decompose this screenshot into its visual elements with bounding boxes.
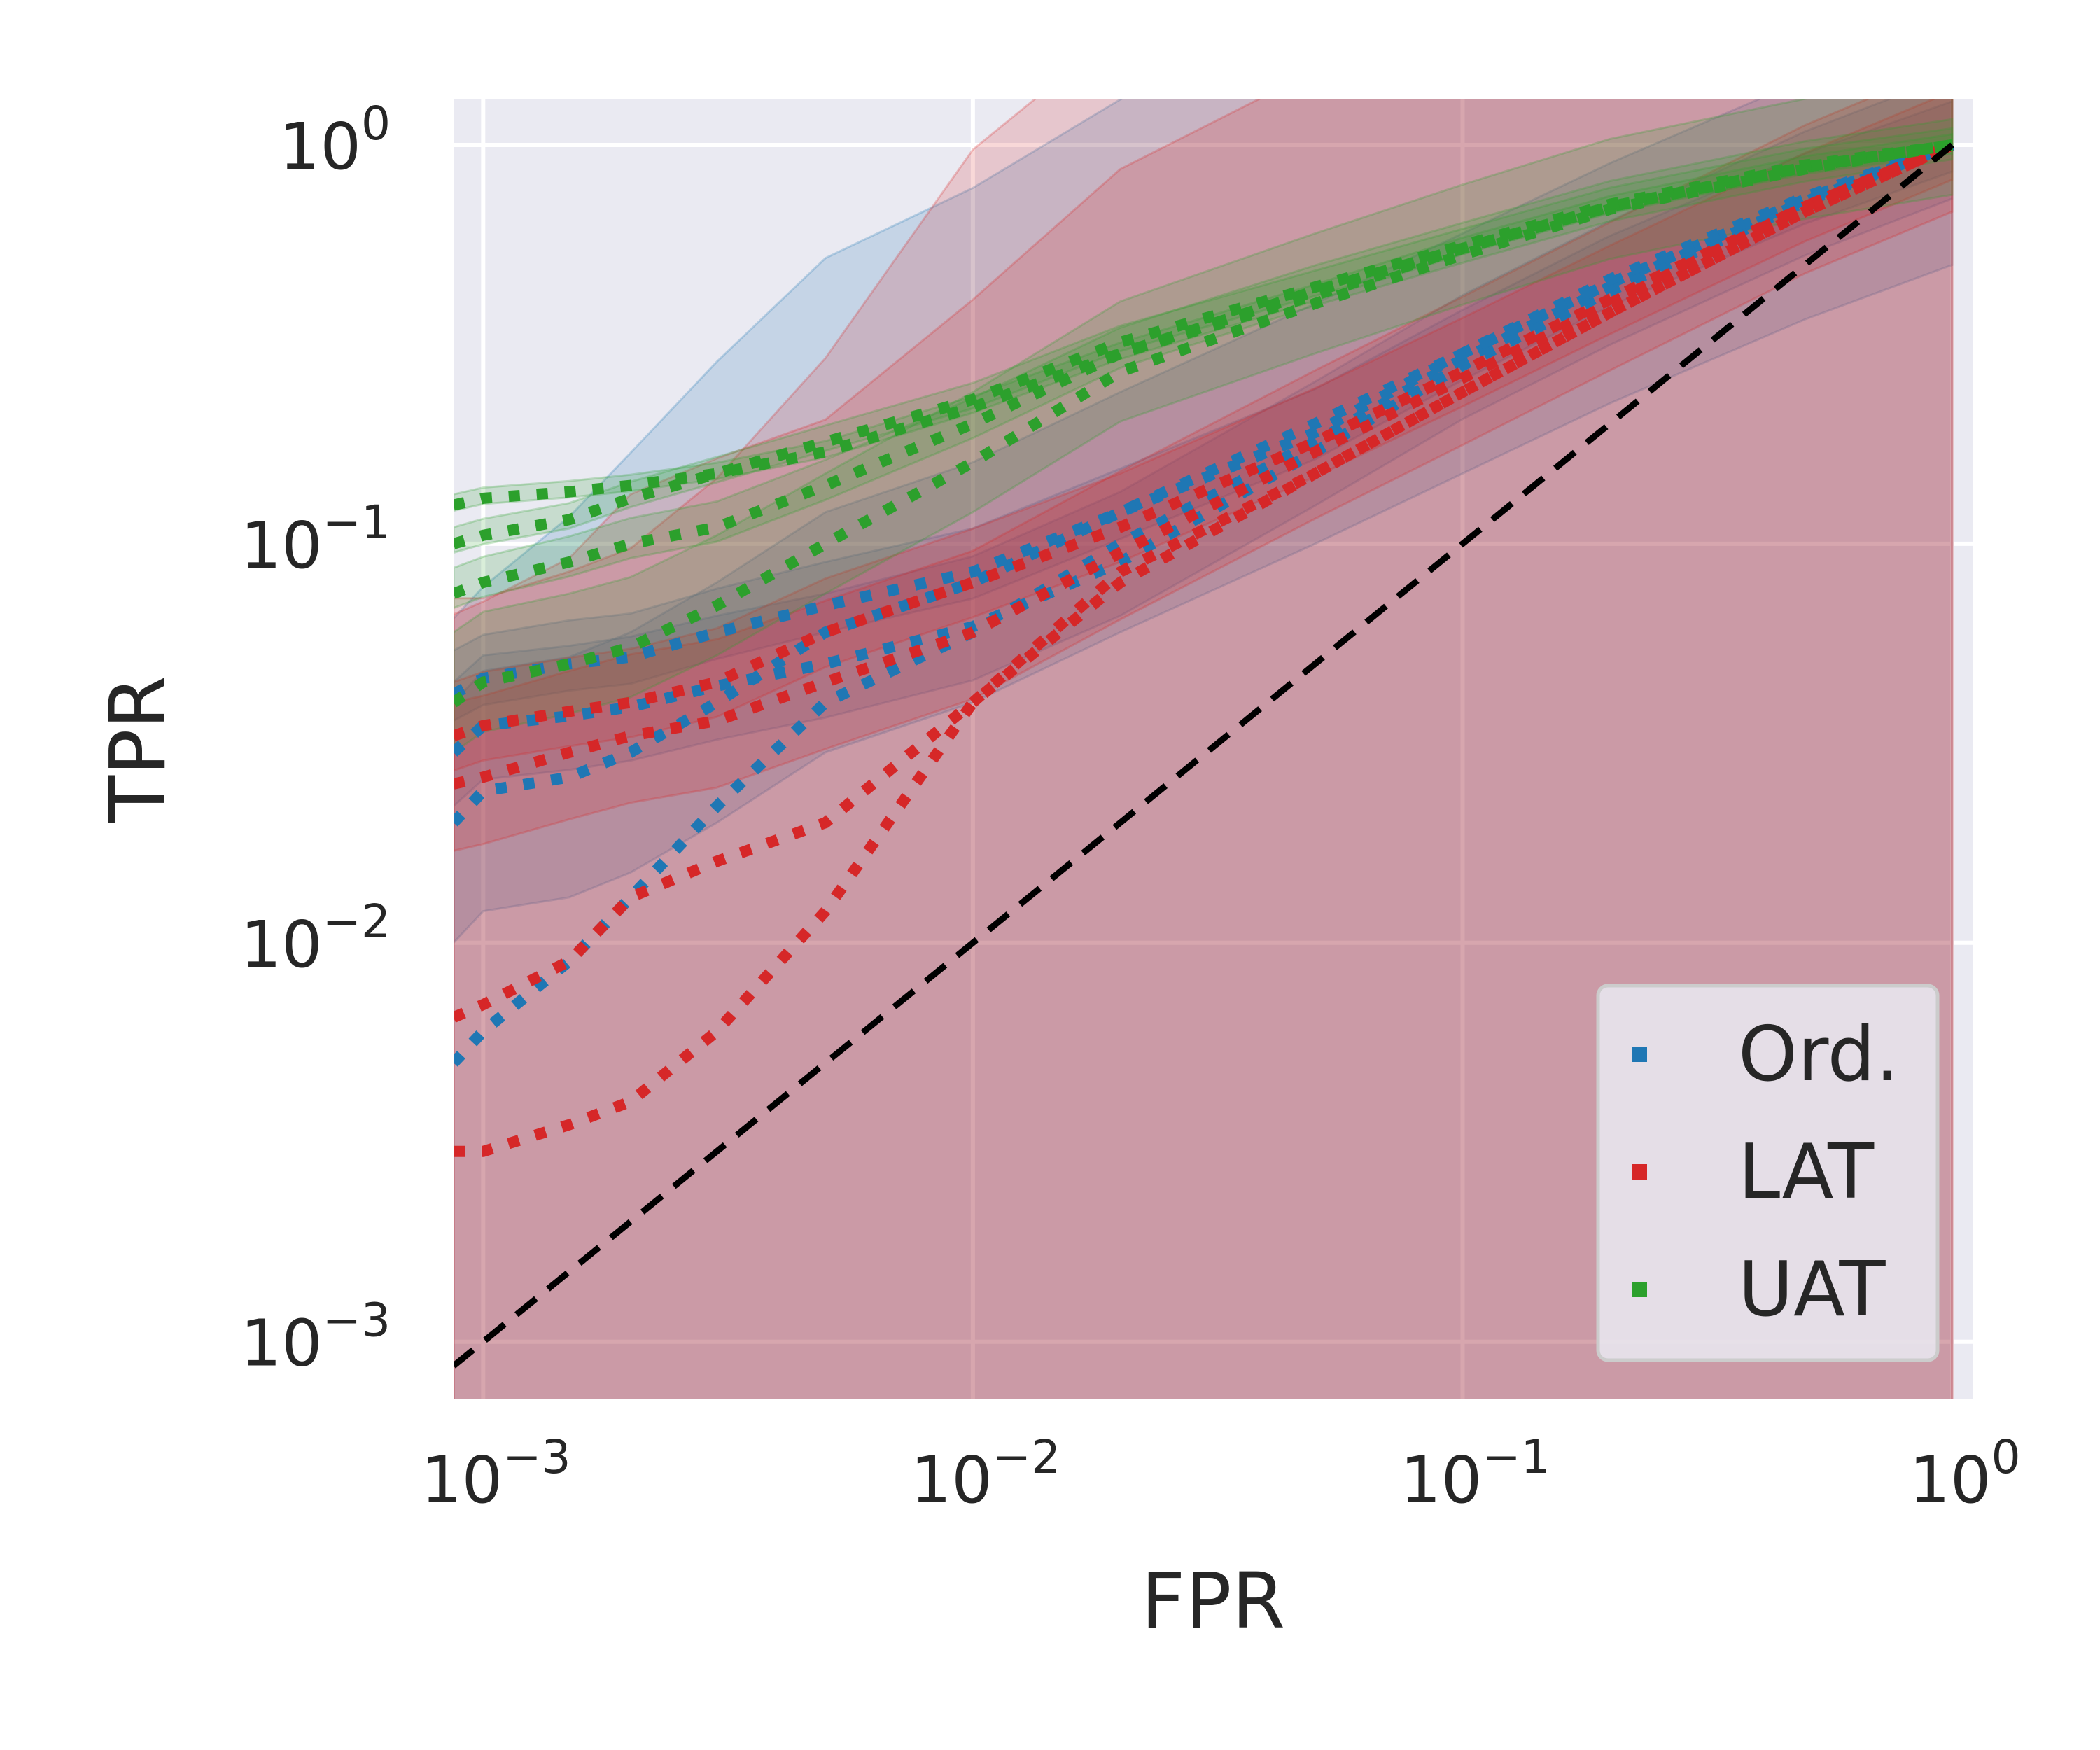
legend-label-1: LAT	[1738, 1128, 1875, 1216]
x-tick-label-1: 10−2	[911, 1430, 1060, 1518]
band-2-2	[454, 118, 1954, 610]
series-1-run-3	[454, 139, 1955, 741]
legend-label-0: Ord.	[1738, 1011, 1899, 1098]
legend-label-2: UAT	[1738, 1246, 1886, 1334]
legend-box	[1596, 983, 1940, 1362]
band-1-0	[454, 99, 1954, 1399]
series-2-run-2	[454, 139, 1954, 599]
series-2-run-3	[454, 139, 1954, 708]
band-2-1	[454, 127, 1954, 554]
x-tick-label-2: 10−1	[1400, 1430, 1550, 1518]
y-tick-label-2: 10−1	[241, 496, 391, 583]
legend-swatch-2	[1632, 1282, 1647, 1297]
legend-swatch-0	[1632, 1046, 1647, 1062]
y-tick-label-0: 10−3	[241, 1294, 391, 1381]
y-tick-label-1: 10−2	[241, 895, 391, 982]
grid-lines	[454, 99, 1973, 1399]
tick-labels: 10−3 10−2 10−1 100 10−3 10−2 10−1 100	[241, 97, 2021, 1518]
x-tick-label-0: 10−3	[421, 1430, 570, 1518]
series-2-run-0	[454, 139, 1954, 511]
band-0-3	[454, 99, 1954, 722]
band-0-2	[454, 99, 1954, 1399]
x-tick-label-3: 100	[1910, 1430, 2021, 1518]
data-series	[454, 99, 1955, 1399]
y-axis-label: TPR	[93, 676, 183, 823]
y-tick-label-3: 100	[279, 97, 391, 184]
legend-swatch-1	[1632, 1164, 1647, 1180]
series-1-run-1	[454, 139, 1955, 1023]
legend: Ord. LAT UAT	[1596, 983, 1940, 1362]
series-1-run-0	[454, 139, 1955, 1157]
band-1-1	[454, 99, 1954, 1399]
x-axis-label: FPR	[1141, 1556, 1285, 1646]
series-0-run-3	[454, 139, 1954, 699]
series-1-run-2	[454, 139, 1955, 790]
